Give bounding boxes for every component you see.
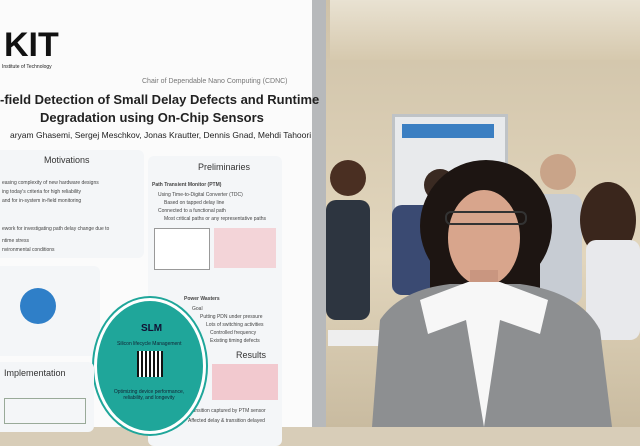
section-heading: Results xyxy=(236,350,267,360)
logo: KIT xyxy=(4,26,59,64)
slm-heading: SLM xyxy=(141,323,163,334)
ceiling-light xyxy=(330,0,640,60)
section-heading: Implementation xyxy=(4,368,66,378)
item: Using Time-to-Digital Converter (TDC) xyxy=(158,192,243,198)
chip-icon xyxy=(20,288,56,324)
item: Most critical paths or any representativ… xyxy=(164,216,266,222)
item: Based on tapped delay line xyxy=(164,200,225,206)
results-plot xyxy=(212,364,278,400)
background-poster-header xyxy=(402,124,494,138)
people xyxy=(326,154,640,427)
main-person xyxy=(372,160,612,427)
waveform xyxy=(214,228,276,268)
slm-caption: Optimizing device performance, reliabili… xyxy=(113,389,185,401)
item: Putting PDN under pressure xyxy=(200,314,263,320)
item: easing complexity of new hardware design… xyxy=(2,180,99,186)
subheading: Path Transient Monitor (PTM) xyxy=(152,182,222,188)
title-line: Degradation using On-Chip Sensors xyxy=(40,110,264,125)
item: Controlled frequency xyxy=(210,330,257,336)
item: nvironmental conditions xyxy=(2,247,55,253)
title-line: -field Detection of Small Delay Defects … xyxy=(0,92,320,107)
item: Goal xyxy=(192,306,203,312)
implementation-box: Implementation xyxy=(0,362,94,432)
section-heading: Motivations xyxy=(44,155,90,165)
section-heading: Power Wasters xyxy=(184,296,220,302)
item: ing today's criteria for high reliabilit… xyxy=(2,189,82,195)
item: Affected delay & transition delayed xyxy=(188,418,265,424)
item: and for in-system in-field monitoring xyxy=(2,198,82,204)
background-person xyxy=(326,160,370,320)
item: Transition captured by PTM sensor xyxy=(188,408,266,414)
item: ntime stress xyxy=(2,238,29,244)
item: ework for investigating path delay chang… xyxy=(2,226,110,232)
logo-subtitle: Institute of Technology xyxy=(2,64,52,70)
poster: KIT Institute of Technology Chair of Dep… xyxy=(0,0,319,446)
motivations-box: Motivations easing complexity of new har… xyxy=(0,150,144,258)
item: Lots of switching activities xyxy=(206,322,264,328)
slm-subtitle: Silicon lifecycle Management xyxy=(117,341,182,347)
item: Existing timing defects xyxy=(210,338,260,344)
slm-circle: SLM Silicon lifecycle Management Optimiz… xyxy=(94,298,206,434)
background-person xyxy=(580,182,640,340)
qr-code xyxy=(137,351,163,377)
ptm-diagram xyxy=(154,228,210,270)
chair: Chair of Dependable Nano Computing (CDNC… xyxy=(142,78,288,85)
section-heading: Preliminaries xyxy=(198,162,251,172)
item: Connected to a functional path xyxy=(158,208,226,214)
impl-diagram xyxy=(4,398,86,424)
authors: aryam Ghasemi, Sergej Meschkov, Jonas Kr… xyxy=(10,130,312,140)
